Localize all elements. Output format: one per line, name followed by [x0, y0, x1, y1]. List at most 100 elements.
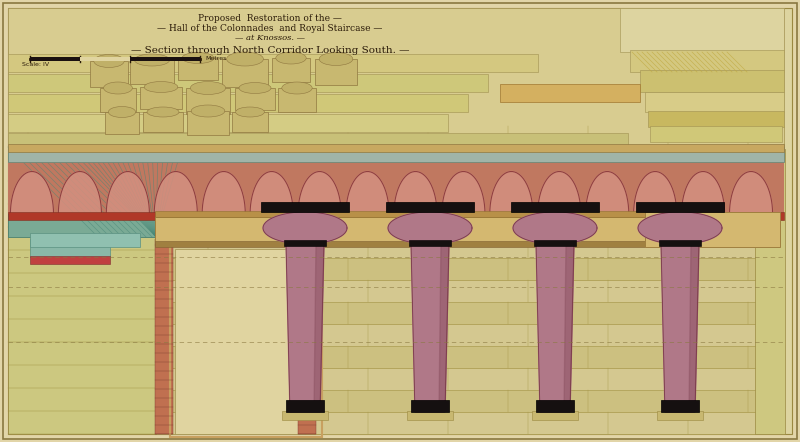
- Bar: [30, 256, 110, 264]
- Ellipse shape: [182, 53, 214, 64]
- Polygon shape: [638, 212, 722, 244]
- Ellipse shape: [235, 107, 264, 117]
- Ellipse shape: [134, 54, 170, 66]
- Bar: [8, 144, 784, 152]
- Bar: [657, 411, 703, 420]
- Bar: [155, 239, 173, 434]
- Bar: [155, 217, 645, 242]
- Bar: [8, 133, 628, 147]
- Bar: [8, 126, 784, 148]
- Bar: [659, 240, 701, 246]
- Bar: [8, 390, 784, 412]
- Bar: [409, 240, 451, 246]
- Bar: [315, 59, 357, 85]
- Ellipse shape: [94, 54, 124, 68]
- Bar: [140, 87, 182, 109]
- Bar: [155, 211, 645, 217]
- Bar: [8, 324, 784, 346]
- Bar: [298, 244, 316, 434]
- Bar: [8, 148, 784, 170]
- Bar: [286, 400, 324, 412]
- Polygon shape: [411, 242, 449, 412]
- Ellipse shape: [319, 53, 353, 65]
- Bar: [536, 400, 574, 412]
- Polygon shape: [538, 171, 581, 214]
- Polygon shape: [10, 171, 54, 214]
- Ellipse shape: [190, 81, 226, 95]
- Bar: [511, 202, 599, 212]
- Bar: [8, 147, 156, 237]
- Bar: [261, 202, 349, 212]
- Bar: [8, 114, 448, 132]
- Bar: [8, 346, 784, 368]
- Text: — Section through North Corridor Looking South. —: — Section through North Corridor Looking…: [130, 46, 410, 55]
- Bar: [661, 400, 699, 412]
- Bar: [386, 202, 474, 212]
- Text: Proposed  Restoration of the —: Proposed Restoration of the —: [198, 14, 342, 23]
- Polygon shape: [346, 171, 389, 214]
- Bar: [8, 192, 784, 214]
- Bar: [90, 61, 128, 87]
- Polygon shape: [564, 242, 574, 412]
- Polygon shape: [314, 242, 324, 412]
- Polygon shape: [513, 212, 597, 244]
- Bar: [8, 149, 156, 434]
- Polygon shape: [586, 171, 629, 214]
- Ellipse shape: [276, 52, 306, 64]
- Text: — at Knossos. —: — at Knossos. —: [235, 34, 305, 42]
- Bar: [100, 88, 136, 112]
- Ellipse shape: [109, 107, 135, 118]
- Text: Scale: IV: Scale: IV: [22, 62, 49, 67]
- Bar: [175, 249, 305, 434]
- Bar: [8, 212, 784, 220]
- Polygon shape: [689, 242, 699, 412]
- Bar: [8, 162, 784, 214]
- Bar: [645, 212, 780, 247]
- Polygon shape: [154, 171, 198, 214]
- Bar: [500, 84, 640, 102]
- Bar: [8, 214, 784, 236]
- Bar: [8, 368, 784, 390]
- Polygon shape: [298, 171, 341, 214]
- Bar: [235, 88, 275, 110]
- Ellipse shape: [191, 105, 225, 117]
- Bar: [8, 74, 488, 92]
- Bar: [130, 60, 174, 84]
- Bar: [630, 50, 784, 72]
- Polygon shape: [286, 242, 324, 412]
- Bar: [80, 57, 130, 61]
- Polygon shape: [634, 171, 677, 214]
- Bar: [186, 88, 230, 114]
- Bar: [8, 258, 784, 280]
- Bar: [636, 202, 724, 212]
- Polygon shape: [661, 242, 699, 412]
- Polygon shape: [682, 171, 725, 214]
- Bar: [155, 241, 645, 247]
- Bar: [8, 170, 784, 192]
- Bar: [645, 92, 784, 112]
- Bar: [178, 58, 218, 80]
- Bar: [8, 147, 784, 162]
- Bar: [8, 412, 784, 434]
- Bar: [8, 302, 784, 324]
- Polygon shape: [490, 171, 533, 214]
- Bar: [407, 411, 453, 420]
- Ellipse shape: [147, 107, 179, 117]
- Bar: [620, 8, 784, 52]
- Bar: [8, 54, 538, 72]
- Bar: [105, 112, 139, 134]
- Ellipse shape: [239, 83, 271, 94]
- Bar: [130, 57, 200, 61]
- Polygon shape: [730, 171, 773, 214]
- Polygon shape: [439, 242, 449, 412]
- Polygon shape: [442, 171, 485, 214]
- Bar: [8, 236, 784, 258]
- Polygon shape: [536, 242, 574, 412]
- Bar: [284, 240, 326, 246]
- Polygon shape: [394, 171, 437, 214]
- Bar: [640, 70, 784, 92]
- Bar: [282, 411, 328, 420]
- Bar: [411, 400, 449, 412]
- Ellipse shape: [104, 82, 133, 94]
- Ellipse shape: [282, 82, 312, 94]
